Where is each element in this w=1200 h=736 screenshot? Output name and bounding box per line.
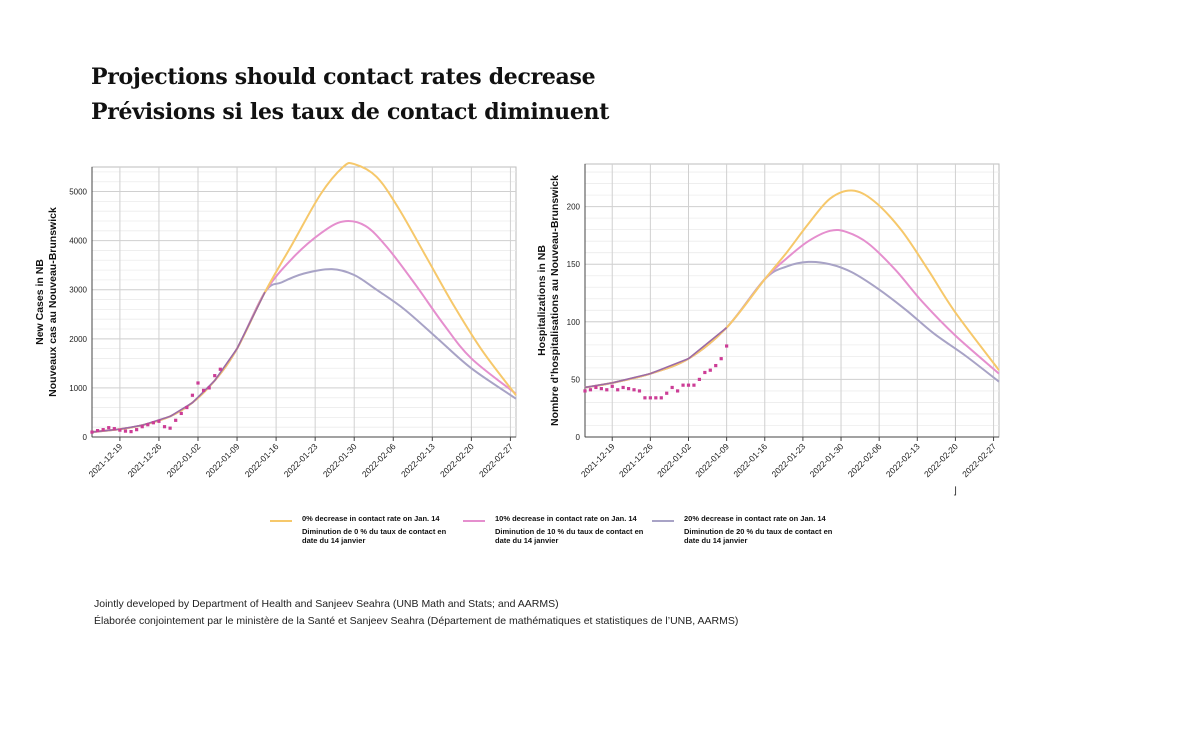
cases-ylabel: New Cases in NB [34, 259, 46, 345]
cases-observed-point [185, 405, 189, 410]
hosp-observed-point [714, 363, 718, 368]
hosp-xtick-label: 2022-01-30 [808, 441, 846, 479]
hosp-ytick-label: 150 [567, 260, 581, 269]
hosp-observed-point [588, 388, 593, 392]
hosp-observed-point [626, 387, 631, 391]
hosp-observed-point [594, 385, 598, 390]
legend-label-10pct-fr: Diminution de 10 % du taux de contact en… [495, 527, 644, 545]
hosp-observed-point [725, 344, 729, 348]
credit-english: Jointly developed by Department of Healt… [94, 598, 559, 610]
cases-observed-point [196, 381, 200, 385]
cases-observed-point [151, 421, 155, 425]
hosp-observed-point [599, 387, 603, 391]
legend-swatch-0pct [270, 520, 292, 522]
hosp-observed-point [648, 396, 652, 400]
hosp-observed-point [616, 388, 620, 392]
legend-label-20pct-fr: Diminution de 20 % du taux de contact en… [684, 527, 833, 545]
hosp-observed-point [610, 384, 614, 388]
title-french: Prévisions si les taux de contact diminu… [91, 99, 610, 125]
cases-observed-point [174, 418, 178, 422]
hosp-observed-point [659, 396, 663, 400]
cases-ytick-label: 5000 [69, 188, 87, 197]
hosp-observed-point [708, 368, 712, 372]
hosp-ylabel-fr: Nombre d’hospitalisations au Nouveau-Bru… [549, 175, 561, 426]
cases-observed-point [118, 428, 122, 432]
hosp-xtick-label: 2022-01-09 [693, 441, 731, 479]
cases-observed-point [101, 428, 105, 432]
hosp-xtick-label: 2022-02-27 [960, 441, 998, 479]
cases-observed-point [107, 426, 111, 430]
cases-observed-point [201, 388, 206, 392]
cases-series-shared-trajectory [91, 291, 266, 433]
hosp-observed-point [697, 377, 701, 382]
legend-label-0pct-fr: Diminution de 0 % du taux de contact en … [302, 527, 447, 545]
cases-observed-point [135, 428, 139, 432]
cases-observed-point [190, 393, 195, 397]
cases-observed-point [140, 425, 144, 429]
cases-ytick-label: 0 [83, 433, 88, 442]
hosp-xtick-label: 2022-01-02 [655, 441, 693, 479]
cases-observed-point [95, 429, 100, 433]
hosp-observed-point [676, 389, 680, 393]
hosp-ytick-label: 0 [576, 433, 581, 442]
hosp-xtick-label: 2022-02-13 [884, 441, 922, 479]
hosp-observed-point [643, 396, 647, 400]
cases-ytick-label: 4000 [69, 237, 87, 246]
hosp-ytick-label: 200 [567, 203, 581, 212]
hosp-series-shared-trajectory [584, 326, 728, 389]
hosp-xtick-label: 2022-01-23 [769, 441, 807, 479]
hosp-ytick-label: 50 [571, 375, 580, 384]
hosp-observed-point [632, 388, 636, 392]
cases-observed-point [207, 386, 211, 390]
credit-french: Élaborée conjointement par le ministère … [94, 615, 739, 627]
cases-ytick-label: 3000 [69, 286, 87, 295]
cases-ytick-label: 2000 [69, 335, 87, 344]
hosp-xtick-label: 2022-02-06 [846, 441, 884, 479]
cases-ylabel-fr: Nouveaux cas au Nouveau-Brunswick [47, 207, 59, 397]
hosp-observed-point [583, 389, 587, 393]
cases-observed-point [123, 429, 128, 433]
title-english: Projections should contact rates decreas… [91, 64, 596, 90]
hosp-observed-point [605, 388, 609, 392]
hosp-plot-area [584, 163, 1000, 438]
cases-observed-point [179, 411, 183, 416]
hosp-xtick-label: 2022-02-20 [922, 441, 960, 479]
hosp-ylabel: Hospitalizations in NB [536, 245, 548, 356]
hosp-xtick-label: 2021-12-19 [579, 441, 617, 479]
cases-observed-point [157, 419, 161, 423]
hosp-observed-point [703, 370, 707, 375]
hosp-observed-point [654, 396, 658, 400]
hosp-observed-point [686, 383, 691, 387]
legend-label-20pct-en: 20% decrease in contact rate on Jan. 14 [684, 514, 826, 523]
legend-label-0pct-en: 0% decrease in contact rate on Jan. 14 [302, 514, 440, 523]
hosp-observed-point [692, 383, 696, 387]
hosp-xtick-label: 2021-12-26 [617, 441, 655, 479]
cases-ytick-label: 1000 [69, 384, 87, 393]
cases-observed-point [90, 430, 94, 434]
cases-observed-point [218, 367, 222, 371]
corner-mark: ⌋ [953, 486, 957, 497]
cases-observed-point [213, 374, 217, 378]
cases-observed-point [112, 427, 116, 431]
cases-observed-point [162, 425, 167, 429]
cases-plot-area [91, 166, 517, 438]
cases-observed-point [146, 423, 150, 427]
hosp-ytick-label: 100 [567, 318, 581, 327]
hosp-xtick-label: 2022-01-16 [731, 441, 769, 479]
cases-observed-point [168, 426, 172, 430]
hosp-observed-point [719, 357, 723, 361]
hosp-observed-point [670, 385, 674, 390]
hosp-series-0pct [584, 189, 1000, 389]
legend-label-10pct-en: 10% decrease in contact rate on Jan. 14 [495, 514, 637, 523]
hosp-observed-point [621, 385, 625, 390]
cases-observed-point [129, 430, 133, 434]
hosp-observed-point [665, 391, 669, 395]
hosp-observed-point [637, 389, 642, 393]
hosp-observed-point [681, 383, 685, 387]
legend-swatch-10pct [463, 520, 485, 522]
legend-swatch-20pct [652, 520, 674, 522]
